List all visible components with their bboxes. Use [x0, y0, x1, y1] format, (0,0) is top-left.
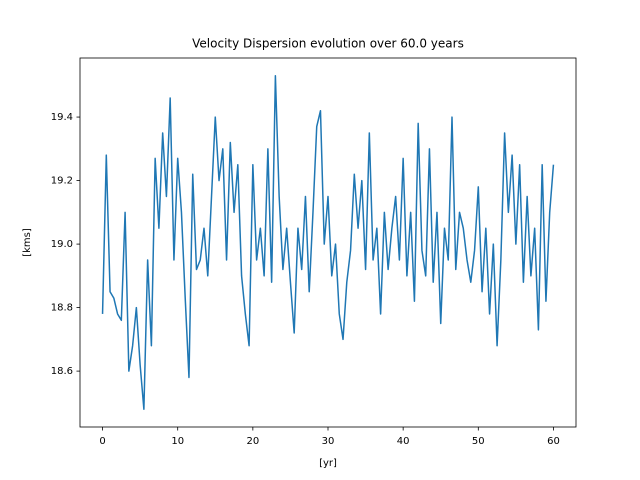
- plot-frame: [79, 57, 577, 428]
- chart-title: Velocity Dispersion evolution over 60.0 …: [192, 37, 464, 51]
- y-tick-label: 19.0: [51, 239, 73, 250]
- y-axis-label: [kms]: [22, 228, 33, 257]
- y-tick-label: 18.8: [51, 303, 73, 314]
- data-line: [101, 75, 555, 410]
- y-tick-label: 19.4: [51, 112, 73, 123]
- x-tick-label: 0: [99, 436, 105, 447]
- x-tick-label: 10: [171, 436, 184, 447]
- x-tick-label: 60: [547, 436, 560, 447]
- x-tick-label: 30: [322, 436, 335, 447]
- y-tick-label: 19.2: [51, 176, 73, 187]
- x-tick-label: 20: [246, 436, 259, 447]
- x-axis-label: [yr]: [319, 458, 337, 469]
- x-tick-label: 50: [472, 436, 485, 447]
- x-tick-label: 40: [397, 436, 410, 447]
- y-tick-label: 18.6: [51, 366, 73, 377]
